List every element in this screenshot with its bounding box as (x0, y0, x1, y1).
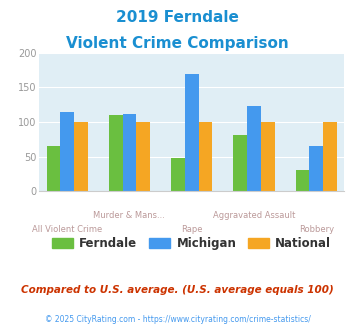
Bar (261, 122, 274, 191)
Bar (74, 122, 88, 191)
Bar (171, 158, 185, 191)
Bar (323, 122, 337, 191)
Text: Murder & Mans...: Murder & Mans... (93, 211, 165, 220)
Text: All Violent Crime: All Violent Crime (32, 225, 102, 234)
Bar (296, 170, 310, 191)
Text: Aggravated Assault: Aggravated Assault (213, 211, 295, 220)
Text: © 2025 CityRating.com - https://www.cityrating.com/crime-statistics/: © 2025 CityRating.com - https://www.city… (45, 315, 310, 324)
Bar (122, 115, 136, 191)
Bar (47, 147, 60, 191)
Bar (310, 147, 323, 191)
Text: Compared to U.S. average. (U.S. average equals 100): Compared to U.S. average. (U.S. average … (21, 285, 334, 295)
Bar (185, 74, 198, 191)
Legend: Ferndale, Michigan, National: Ferndale, Michigan, National (48, 232, 336, 255)
Bar (109, 115, 122, 191)
Text: 2019 Ferndale: 2019 Ferndale (116, 10, 239, 25)
Text: Violent Crime Comparison: Violent Crime Comparison (66, 36, 289, 51)
Bar (136, 122, 150, 191)
Bar (234, 135, 247, 191)
Text: Rape: Rape (181, 225, 202, 234)
Bar (198, 122, 212, 191)
Bar (60, 112, 74, 191)
Bar (247, 106, 261, 191)
Text: Robbery: Robbery (299, 225, 334, 234)
